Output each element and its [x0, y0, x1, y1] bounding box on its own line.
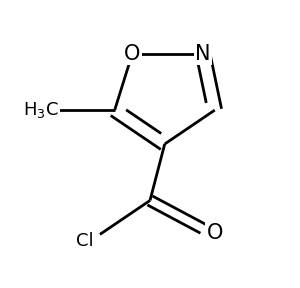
Text: O: O — [207, 223, 223, 243]
Text: H$_3$C: H$_3$C — [23, 100, 59, 120]
Text: O: O — [124, 43, 140, 64]
Text: Cl: Cl — [76, 232, 94, 251]
Text: N: N — [195, 43, 211, 64]
